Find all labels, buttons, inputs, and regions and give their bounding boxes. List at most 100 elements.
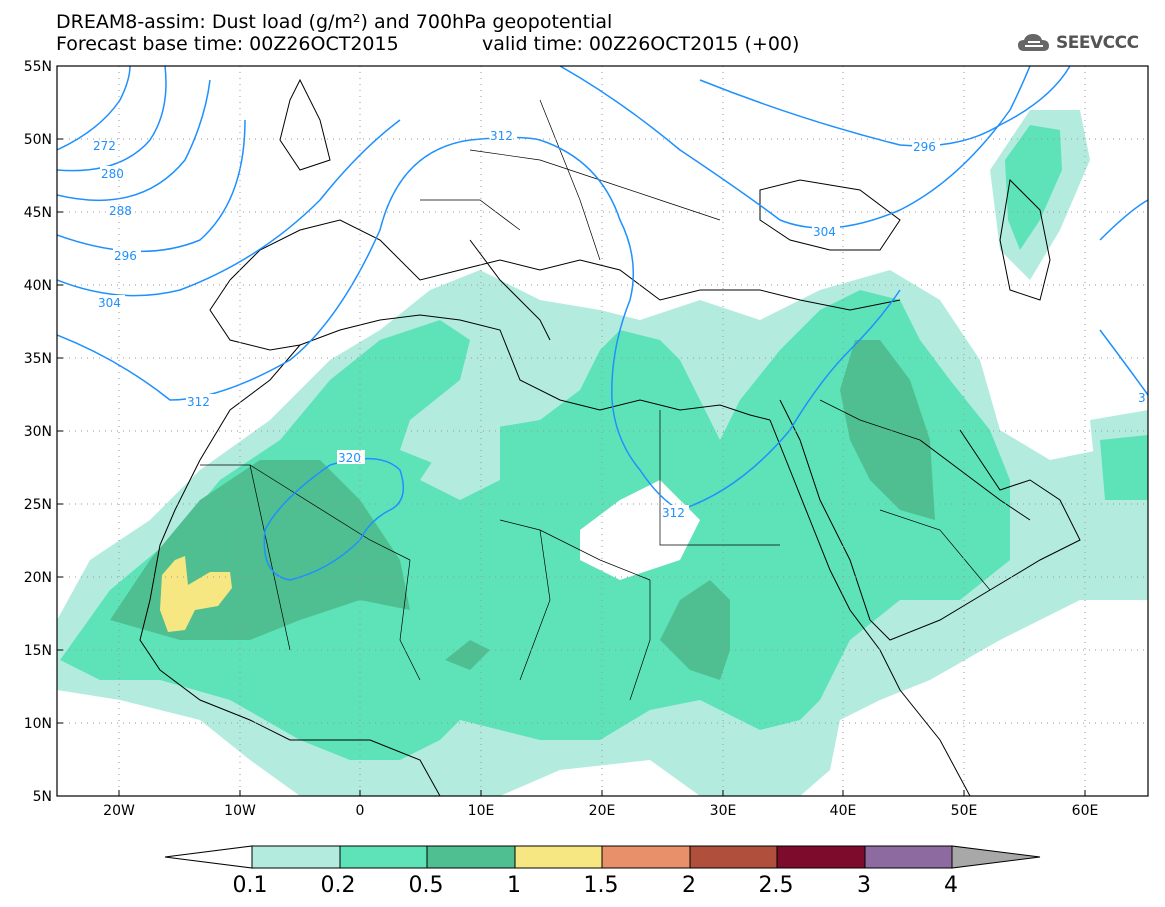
dust-region-peak (160, 556, 232, 632)
lat-label: 35N (24, 351, 52, 367)
contour-296 (57, 119, 246, 253)
colorbar-swatch (251, 845, 341, 869)
lat-label: 10N (24, 716, 52, 732)
colorbar-label: 1 (507, 873, 521, 898)
lat-label: 50N (24, 132, 52, 148)
latitude-labels: 55N 50N 45N 40N 35N 30N 25N 20N 15N 10N … (24, 59, 52, 805)
contour-label: 312 (662, 506, 685, 520)
colorbar-max-arrow (951, 845, 1041, 869)
border-segment (879, 509, 991, 591)
border-segment (499, 519, 651, 581)
lon-label: 60E (1072, 803, 1099, 819)
colorbar-label: 3 (857, 873, 871, 898)
border-segment (469, 149, 721, 221)
lat-label: 45N (24, 205, 52, 221)
dust-region-high-sudan (660, 580, 730, 680)
dust-fields (57, 110, 1148, 796)
colorbar-swatch (601, 845, 691, 869)
border-segment (539, 99, 601, 261)
dust-region-high-small (445, 640, 490, 670)
map-title: DREAM8-assim: Dust load (g/m²) and 700hP… (56, 11, 613, 33)
colorbar-swatch (514, 845, 603, 869)
valid-time: valid time: 00Z26OCT2015 (+00) (482, 33, 800, 55)
lat-label: 55N (24, 59, 52, 75)
colorbar-label: 0.1 (233, 873, 268, 898)
contour-272 (57, 66, 131, 151)
dust-region-high-arabia (840, 340, 935, 520)
forecast-base-time: Forecast base time: 00Z26OCT2015 (56, 33, 399, 55)
colorbar-swatch (339, 845, 428, 869)
seevccc-logo: SEEVCCC (1016, 28, 1139, 58)
lon-label: 20W (103, 803, 135, 819)
colorbar-swatch (776, 845, 866, 869)
contour-label: 312 (490, 129, 513, 143)
dust-region-mid-e (1100, 435, 1148, 500)
lon-label: 40E (830, 803, 857, 819)
contour-312-west (57, 136, 901, 511)
colorbar-label: 0.5 (409, 873, 444, 898)
lat-label: 30N (24, 424, 52, 440)
border-segment (629, 580, 651, 701)
coast-italy (469, 239, 551, 341)
contour-312-east (1099, 199, 1148, 241)
lon-label: 30E (710, 803, 737, 819)
colorbar-swatch (426, 845, 516, 869)
colorbar-swatch (689, 845, 778, 869)
lat-label: 5N (33, 789, 52, 805)
logo-text: SEEVCCC (1056, 33, 1139, 53)
coast-africa-west (139, 344, 441, 796)
contour-label-group: 272 280 288 296 304 312 320 312 304 296 … (92, 128, 1146, 520)
lat-label: 15N (24, 643, 52, 659)
coast-iberia (209, 279, 301, 351)
colorbar-label: 2 (682, 873, 696, 898)
lat-label: 25N (24, 497, 52, 513)
contour-280 (57, 66, 167, 172)
lat-label: 20N (24, 570, 52, 586)
colorbar-label: 2.5 (759, 873, 794, 898)
lat-label: 40N (24, 278, 52, 294)
border-segment (659, 410, 780, 546)
contour-label: 288 (109, 204, 132, 218)
lon-label: 10W (224, 803, 256, 819)
coast-black-sea (759, 179, 901, 251)
coast-red-sea-west (769, 419, 971, 796)
border-segment (399, 559, 421, 681)
colorbar-swatch (864, 845, 953, 869)
colorbar (164, 845, 1041, 869)
coastlines (139, 78, 1081, 796)
dust-clear-area-2 (420, 420, 500, 500)
contour-320 (263, 457, 405, 581)
colorbar-label: 1.5 (584, 873, 619, 898)
longitude-labels: 20W 10W 0 10E 20E 30E 40E 50E 60E (103, 803, 1098, 819)
colorbar-label: 0.2 (321, 873, 356, 898)
colorbar-min-arrow (164, 845, 253, 869)
coast-caspian (999, 178, 1051, 301)
lon-label: 50E (951, 803, 978, 819)
contour-label: 320 (338, 451, 361, 465)
contour-label: 3 (1138, 391, 1146, 405)
coast-britain (279, 78, 331, 171)
border-segment (519, 529, 551, 681)
border-segment (200, 464, 411, 561)
border-segment (249, 464, 291, 651)
lon-label: 10E (468, 803, 495, 819)
border-segment (420, 199, 521, 231)
colorbar-label: 4 (944, 873, 958, 898)
contour-label: 296 (114, 249, 137, 263)
contour-label: 272 (93, 139, 116, 153)
borders (200, 99, 991, 701)
coast-north-africa (299, 314, 771, 421)
dust-region-mid (60, 290, 1010, 760)
contour-label: 280 (101, 167, 124, 181)
contour-312-east2 (1099, 329, 1148, 396)
contour-label: 296 (913, 140, 936, 154)
cloud-icon (1018, 34, 1049, 51)
contour-304-east (559, 66, 1031, 229)
lon-label: 20E (589, 803, 616, 819)
coast-persian-gulf (919, 439, 1031, 521)
coast-europe (229, 219, 901, 311)
contour-288 (57, 79, 211, 201)
contour-label: 312 (187, 395, 210, 409)
contour-label: 304 (98, 296, 121, 310)
